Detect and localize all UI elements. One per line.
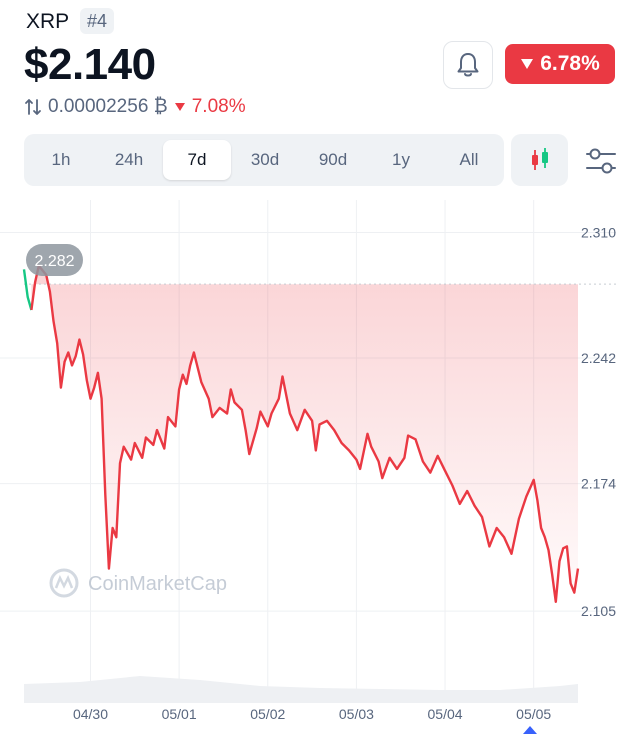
y-tick-label: 2.105	[581, 603, 616, 619]
volume-area	[24, 676, 578, 703]
price-alert-button[interactable]	[443, 41, 493, 89]
price-chart[interactable]: CoinMarketCap 2.282 2.310 2.242 2.174 2.105…	[0, 196, 640, 734]
candlestick-icon	[531, 148, 548, 170]
x-tick-label: 05/04	[428, 706, 463, 722]
watermark-text: CoinMarketCap	[88, 573, 227, 595]
watermark: CoinMarketCap	[49, 568, 227, 598]
timeline-marker-icon	[523, 726, 537, 734]
tab-90d[interactable]: 90d	[318, 150, 348, 169]
x-tick-label: 05/05	[516, 706, 551, 722]
triangle-down-icon	[174, 103, 185, 111]
reference-price-label: 2.282	[26, 244, 83, 276]
tab-1h[interactable]: 1h	[51, 150, 71, 169]
reference-price-text: 2.282	[34, 253, 74, 270]
bell-icon	[457, 53, 479, 77]
timeframe-tabs: 1h 24h 7d 30d 90d 1y All	[24, 134, 504, 186]
y-tick-label: 2.310	[581, 224, 616, 240]
price-line-up	[22, 269, 33, 311]
sliders-icon	[586, 148, 616, 174]
candlestick-toggle-button[interactable]	[511, 134, 568, 186]
change-24h-badge: 6.78%	[505, 44, 615, 84]
price: $2.140	[24, 40, 156, 89]
btc-price: 0.00002256 ₿	[48, 96, 168, 117]
x-tick-label: 05/02	[250, 706, 285, 722]
coin-symbol: XRP	[26, 10, 70, 33]
y-tick-label: 2.242	[581, 350, 616, 366]
x-axis: 04/30 05/01 05/02 05/03 05/04 05/05	[73, 706, 551, 722]
swap-arrows-icon[interactable]	[24, 98, 42, 116]
tab-24h[interactable]: 24h	[114, 150, 144, 169]
x-tick-label: 04/30	[73, 706, 108, 722]
x-tick-label: 05/03	[339, 706, 374, 722]
x-tick-label: 05/01	[162, 706, 197, 722]
rank-badge: #4	[80, 8, 114, 34]
y-axis: 2.310 2.242 2.174 2.105	[581, 224, 616, 619]
tab-all[interactable]: All	[459, 150, 479, 169]
change-24h-value: 6.78%	[540, 52, 600, 75]
triangle-down-icon	[521, 59, 534, 69]
price-line-down	[30, 264, 580, 603]
y-tick-label: 2.174	[581, 476, 616, 492]
price-area	[31, 265, 578, 602]
tab-30d[interactable]: 30d	[250, 150, 280, 169]
tab-1y[interactable]: 1y	[392, 150, 410, 169]
btc-change: 7.08%	[191, 96, 246, 117]
tab-7d[interactable]: 7d	[163, 140, 231, 180]
chart-settings-button[interactable]	[584, 146, 618, 176]
btc-price-row: 0.00002256 ₿ 7.08%	[24, 96, 246, 118]
